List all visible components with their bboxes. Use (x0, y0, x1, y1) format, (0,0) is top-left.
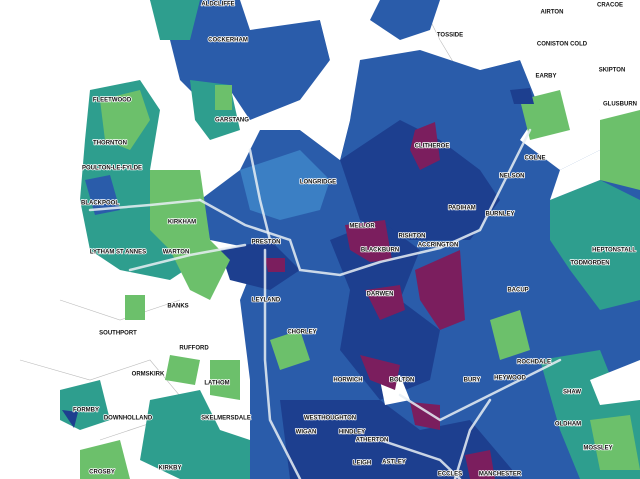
place-label: LATHOM (204, 381, 229, 387)
place-label: TODMORDEN (570, 261, 609, 267)
place-label: GARSTANG (215, 118, 249, 124)
place-label: DOWNHOLLAND (104, 416, 153, 422)
place-label: HEPTONSTALL (592, 248, 636, 254)
place-label: EARBY (535, 74, 556, 80)
place-label: NELSON (499, 174, 524, 180)
place-label: MANCHESTER (479, 472, 522, 478)
place-label: LEIGH (353, 461, 371, 467)
place-label: HORWICH (333, 378, 362, 384)
place-label: CRACOE (597, 3, 623, 9)
place-label: WIGAN (296, 430, 317, 436)
place-label: HINDLEY (339, 430, 365, 436)
place-label: ASTLEY (382, 460, 406, 466)
place-label: OLDHAM (555, 422, 581, 428)
roads (88, 128, 562, 479)
place-label: CLITHEROE (415, 144, 450, 150)
place-label: SHAW (563, 390, 581, 396)
place-label: RISHTON (399, 234, 426, 240)
place-labels: ALDCLIFFE AIRTON CRACOE TOSSIDE CONISTON COL… (72, 1, 638, 479)
place-label: TOSSIDE (437, 33, 463, 39)
place-label: FORMBY (73, 408, 99, 414)
place-label: LONGRIDGE (300, 180, 336, 186)
place-label: MELLOR (349, 224, 375, 230)
place-label: POULTON-LE-FYLDE (82, 166, 142, 172)
place-label: LEYLAND (252, 298, 281, 304)
place-label: MOSSLEY (583, 446, 612, 452)
place-label: ATHERTON (356, 438, 389, 444)
place-label: SKELMERSDALE (201, 416, 251, 422)
place-label: ACCRINGTON (418, 243, 459, 249)
place-label: CHORLEY (287, 330, 316, 336)
place-label: RUFFORD (179, 346, 209, 352)
place-label: COLNE (525, 156, 546, 162)
place-label: BANKS (167, 304, 188, 310)
place-label: ALDCLIFFE (201, 2, 234, 8)
place-label: BURY (464, 378, 481, 384)
place-label: BOLTON (390, 378, 415, 384)
place-label: SOUTHPORT (99, 331, 137, 337)
place-label: KIRKBY (158, 466, 181, 472)
choropleth-areas (60, 0, 640, 479)
place-label: COCKERHAM (208, 38, 248, 44)
place-label: ROCHDALE (517, 360, 551, 366)
place-label: CONISTON COLD (537, 42, 588, 48)
place-label: SKIPTON (599, 68, 626, 74)
place-label: WARTON (163, 250, 190, 256)
place-label: BLACKPOOL (81, 201, 119, 207)
place-label: WESTHOUGHTON (304, 416, 356, 422)
place-label: THORNTON (93, 141, 127, 147)
place-label: BACUP (507, 288, 528, 294)
place-label: AIRTON (541, 10, 564, 16)
place-label: PRESTON (252, 240, 281, 246)
place-label: FLEETWOOD (93, 98, 132, 104)
place-label: PADIHAM (448, 206, 476, 212)
place-label: BURNLEY (485, 212, 514, 218)
place-label: ECCLES (438, 472, 462, 478)
place-label: HEYWOOD (494, 376, 526, 382)
place-label: KIRKHAM (168, 220, 196, 226)
place-label: CROSBY (89, 470, 115, 476)
place-label: ORMSKIRK (132, 372, 165, 378)
place-label: DARWEN (367, 292, 394, 298)
place-label: BLACKBURN (361, 248, 399, 254)
place-label: GLUSBURN (603, 102, 637, 108)
place-label: LYTHAM ST ANNES (90, 250, 146, 256)
